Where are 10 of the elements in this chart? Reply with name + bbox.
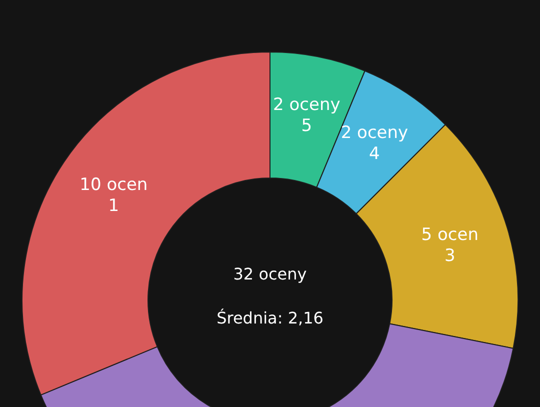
- data-label: 2 oceny: [340, 123, 408, 144]
- slice-label: 1: [108, 196, 120, 216]
- data-label: 10 ocen: [80, 175, 148, 196]
- slice-label: 5: [301, 116, 312, 136]
- data-label: 2 oceny: [273, 95, 340, 116]
- data-label: 5 ocen: [421, 224, 479, 245]
- text: 32 oceny: [233, 264, 307, 284]
- text: Średnia: 2,16: [216, 308, 324, 328]
- slice-label: 3: [444, 246, 456, 266]
- slice-label: 4: [369, 144, 380, 164]
